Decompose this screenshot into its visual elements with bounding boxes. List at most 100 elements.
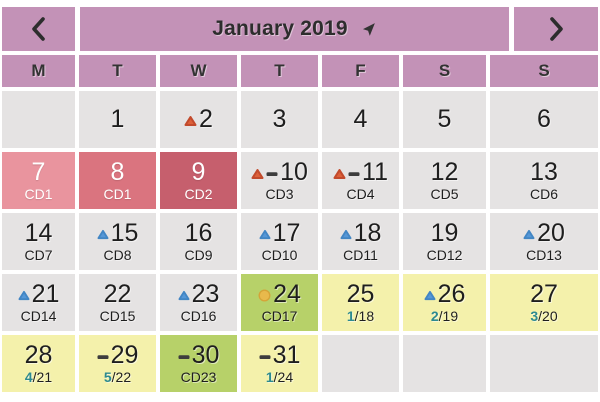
next-month-button[interactable]	[514, 7, 598, 51]
luteal-day-number: 1	[265, 369, 274, 385]
calendar-app: January 2019 M T W T F S S 1 2 3 4 5 6 7 CD1 8 CD…	[2, 7, 598, 392]
weekday-label-fri: F	[322, 55, 399, 87]
cycle-day-label: CD2	[184, 186, 213, 202]
day-number-row: 24	[258, 281, 301, 308]
day-number: 4	[353, 105, 368, 133]
day-cell[interactable]: 24 CD17	[241, 274, 318, 331]
day-cell[interactable]: 10 CD3	[241, 152, 318, 209]
day-number: 12	[430, 158, 459, 186]
cycle-day-label: CD11	[343, 247, 378, 263]
month-title-button[interactable]: January 2019	[80, 7, 509, 51]
phase-day-label: 2/19	[431, 308, 458, 324]
day-number: 6	[537, 105, 551, 133]
dash-icon	[348, 168, 360, 180]
day-cell[interactable]: 7 CD1	[2, 152, 75, 209]
day-number: 29	[110, 341, 139, 369]
day-cell[interactable]: 9 CD2	[160, 152, 237, 209]
blue-triangle-icon	[340, 229, 352, 240]
day-number: 23	[191, 280, 220, 308]
dash-icon	[259, 351, 271, 363]
weekday-label-thu: T	[241, 55, 318, 87]
weekday-label-mon: M	[2, 55, 75, 87]
day-number: 8	[110, 158, 125, 186]
day-cell[interactable]: 15 CD8	[79, 213, 156, 270]
day-number: 31	[272, 341, 301, 369]
day-number-row: 20	[523, 220, 565, 247]
day-cell[interactable]: 13 CD6	[490, 152, 598, 209]
day-number-row: 26	[424, 281, 465, 308]
day-number: 22	[103, 280, 132, 308]
blue-triangle-icon	[18, 290, 30, 301]
day-cell[interactable]: 8 CD1	[79, 152, 156, 209]
day-cell[interactable]: 29 5/22	[79, 335, 156, 392]
day-number: 19	[430, 219, 459, 247]
day-cell[interactable]: 21 CD14	[2, 274, 75, 331]
cycle-day-label: CD10	[261, 247, 298, 263]
day-cell[interactable]: 27 3/20	[490, 274, 598, 331]
day-number: 24	[273, 280, 301, 308]
luteal-day-number: 2	[430, 308, 439, 324]
day-cell[interactable]: 5	[403, 91, 486, 148]
day-number: 1	[110, 105, 125, 133]
phase-day-label: 1/18	[347, 308, 374, 324]
gold-circle-icon	[258, 289, 271, 302]
day-number-row: 11	[333, 159, 388, 186]
weekday-label-sun: S	[490, 55, 598, 87]
day-cell[interactable]: 12 CD5	[403, 152, 486, 209]
day-cell[interactable]: 22 CD15	[79, 274, 156, 331]
day-number-row: 2	[184, 106, 213, 133]
day-cell[interactable]: 1	[79, 91, 156, 148]
calendar-topbar: January 2019	[2, 7, 598, 51]
blue-triangle-icon	[97, 229, 109, 240]
phase-day-label: 4/21	[25, 369, 52, 385]
day-cell[interactable]: 18 CD11	[322, 213, 399, 270]
day-number-row: 6	[537, 106, 551, 133]
calendar-grid: 1 2 3 4 5 6 7 CD1 8 CD1 9 CD2 10 CD3 11 CD4 12 CD5 13 CD6 14…	[2, 91, 598, 392]
day-number: 15	[110, 219, 139, 247]
cycle-day-number: /21	[32, 369, 53, 385]
cycle-day-number: /19	[438, 308, 459, 324]
day-cell[interactable]: 4	[322, 91, 399, 148]
day-number: 17	[272, 219, 301, 247]
empty-cell	[490, 335, 598, 392]
day-number-row: 17	[259, 219, 301, 247]
day-cell[interactable]: 11 CD4	[322, 152, 399, 209]
day-number: 7	[31, 158, 46, 186]
day-cell[interactable]: 28 4/21	[2, 335, 75, 392]
day-number-row: 16	[185, 220, 213, 247]
day-cell[interactable]: 16 CD9	[160, 213, 237, 270]
day-cell[interactable]: 17 CD10	[241, 213, 318, 270]
day-number-row: 8	[111, 159, 125, 186]
day-cell[interactable]: 2	[160, 91, 237, 148]
phase-day-label: 3/20	[530, 308, 557, 324]
prev-month-button[interactable]	[2, 7, 75, 51]
empty-cell	[403, 335, 486, 392]
day-number: 9	[191, 158, 206, 186]
cycle-day-label: CD3	[265, 186, 294, 202]
day-cell[interactable]: 14 CD7	[2, 213, 75, 270]
day-cell[interactable]: 25 1/18	[322, 274, 399, 331]
day-number-row: 30	[178, 342, 219, 369]
day-cell[interactable]: 23 CD16	[160, 274, 237, 331]
phase-day-label: 1/24	[266, 369, 293, 385]
orange-triangle-icon	[333, 168, 346, 180]
cycle-day-label: CD14	[20, 308, 57, 324]
day-cell[interactable]: 6	[490, 91, 598, 148]
day-cell[interactable]: 19 CD12	[403, 213, 486, 270]
cycle-day-label: CD1	[103, 186, 132, 202]
luteal-day-number: 4	[24, 369, 33, 385]
day-cell[interactable]: 31 1/24	[241, 335, 318, 392]
day-cell[interactable]: 3	[241, 91, 318, 148]
cycle-day-label: CD8	[103, 247, 132, 263]
chevron-right-icon	[550, 17, 563, 41]
day-cell[interactable]: 20 CD13	[490, 213, 598, 270]
day-number: 16	[184, 219, 213, 247]
day-cell[interactable]: 26 2/19	[403, 274, 486, 331]
day-cell[interactable]: 30 CD23	[160, 335, 237, 392]
orange-triangle-icon	[184, 115, 197, 127]
day-number-row: 27	[530, 281, 558, 308]
weekday-label-wed: W	[160, 55, 237, 87]
dash-icon	[178, 351, 190, 363]
orange-triangle-icon	[251, 168, 264, 180]
day-number: 2	[199, 105, 213, 133]
